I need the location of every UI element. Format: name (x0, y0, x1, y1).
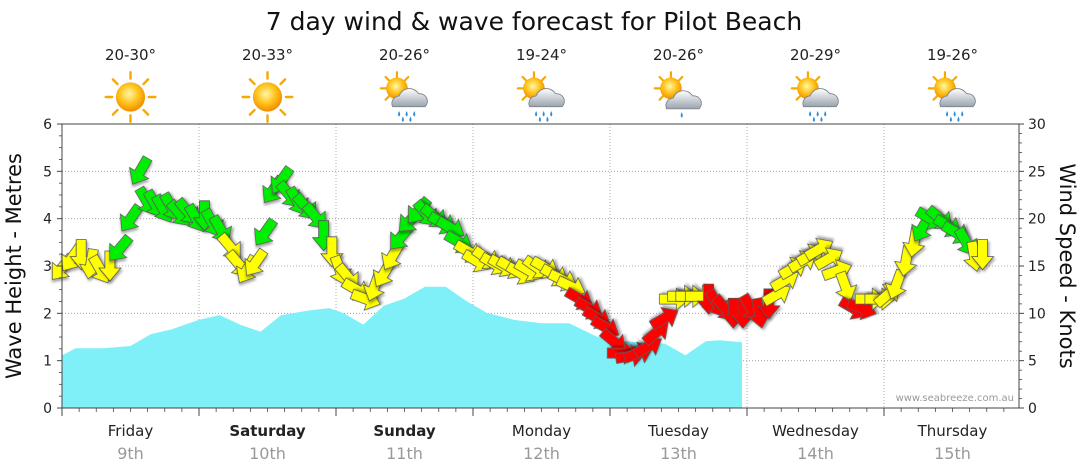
wind-arrow-shape (244, 247, 269, 276)
wind-arrow-shape (129, 155, 153, 185)
wind-arrow (119, 202, 144, 232)
x-date-label: 12th (523, 444, 560, 463)
wind-arrow (835, 270, 858, 302)
wind-arrow (129, 155, 153, 185)
x-day-label: Wednesday (772, 422, 859, 440)
y-right-tick-label: 15 (1028, 259, 1046, 275)
y-left-tick-label: 0 (43, 401, 52, 417)
x-day-label: Saturday (229, 422, 306, 440)
y-axis-left-label: Wave Height - Metres (2, 153, 26, 379)
day-temp-range: 20-33° (242, 46, 293, 64)
x-date-label: 10th (249, 444, 286, 463)
x-day-label: Tuesday (647, 422, 709, 440)
y-left-tick-label: 1 (43, 354, 52, 370)
x-day-label: Thursday (917, 422, 988, 440)
x-date-label: 9th (117, 444, 144, 463)
wind-arrow-shape (254, 217, 279, 246)
x-day-label: Sunday (373, 422, 436, 440)
sun-cloud-icon (653, 71, 703, 119)
wind-arrow (244, 247, 269, 276)
wind-arrow (648, 307, 679, 331)
sun-rain-icon (927, 71, 977, 123)
wind-arrow (970, 239, 995, 271)
x-day-label: Friday (108, 422, 154, 440)
y-left-tick-label: 6 (43, 117, 52, 133)
watermark: www.seabreeze.com.au (896, 393, 1014, 404)
y-left-tick-label: 5 (43, 164, 52, 180)
x-date-label: 14th (797, 444, 834, 463)
sun-icon (241, 70, 294, 124)
day-temp-range: 20-26° (379, 46, 430, 64)
x-date-label: 15th (934, 444, 971, 463)
wind-arrows (51, 155, 995, 368)
x-date-label: 11th (386, 444, 423, 463)
day-temp-range: 19-26° (927, 46, 978, 64)
y-left-tick-label: 4 (43, 212, 52, 228)
y-axis-right-label: Wind Speed - Knots (1055, 163, 1079, 368)
chart-title: 7 day wind & wave forecast for Pilot Bea… (266, 7, 802, 36)
sun-rain-icon (516, 71, 566, 123)
axes: 0 1 2 3 4 5 6 0 5 10 15 20 25 30 Friday 9th Saturday 10th… (43, 117, 1046, 463)
wind-arrow-shape (970, 239, 995, 271)
wind-arrow-shape (109, 233, 134, 261)
y-right-tick-label: 5 (1028, 354, 1037, 370)
day-temp-range: 19-24° (516, 46, 567, 64)
plot-area: www.seabreeze.com.au (51, 123, 1020, 409)
wind-arrow-shape (648, 307, 679, 331)
sun-icon (104, 70, 157, 124)
day-temp-range: 20-29° (790, 46, 841, 64)
y-left-tick-label: 2 (43, 306, 52, 322)
day-temp-range: 20-30° (105, 46, 156, 64)
y-right-tick-label: 0 (1028, 401, 1037, 417)
day-temp-range: 20-26° (653, 46, 704, 64)
sun-rain-icon (790, 71, 840, 123)
y-right-tick-label: 10 (1028, 306, 1046, 322)
sun-rain-icon (379, 71, 429, 123)
x-date-label: 13th (660, 444, 697, 463)
y-right-tick-label: 30 (1028, 117, 1046, 133)
wind-arrow (254, 217, 279, 246)
day-forecast-strip: 20-30° 20-33° 20-26° 19-24° 20-26° 20-29° 19-2… (104, 46, 978, 124)
wind-arrow-shape (835, 270, 858, 302)
wave-height-area (61, 286, 742, 409)
x-day-label: Monday (512, 422, 571, 440)
y-left-tick-label: 3 (43, 259, 52, 275)
y-right-tick-label: 25 (1028, 164, 1046, 180)
y-right-tick-label: 20 (1028, 212, 1046, 228)
wind-arrow (109, 233, 134, 261)
wind-arrow-shape (119, 202, 144, 232)
